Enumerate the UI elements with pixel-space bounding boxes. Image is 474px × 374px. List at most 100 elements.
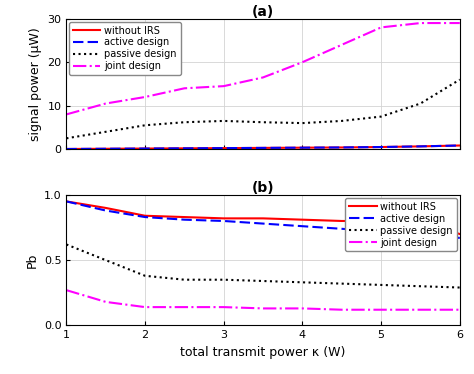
- without IRS: [142, 146, 148, 151]
- Y-axis label: signal power (μW): signal power (μW): [29, 27, 42, 141]
- active design: [457, 236, 463, 240]
- joint design: [142, 305, 148, 309]
- active design: [457, 143, 463, 148]
- without IRS: [300, 145, 305, 150]
- active design: [182, 217, 187, 222]
- joint design: [64, 288, 69, 292]
- Legend: without IRS, active design, passive design, joint design: without IRS, active design, passive desi…: [69, 22, 181, 75]
- joint design: [339, 307, 345, 312]
- without IRS: [221, 216, 227, 221]
- passive design: [64, 242, 69, 247]
- active design: [260, 145, 266, 150]
- passive design: [260, 279, 266, 283]
- Line: active design: active design: [66, 202, 460, 238]
- passive design: [418, 284, 423, 288]
- without IRS: [418, 220, 423, 224]
- Title: (b): (b): [252, 181, 274, 195]
- joint design: [300, 60, 305, 64]
- active design: [103, 147, 109, 151]
- active design: [64, 199, 69, 204]
- joint design: [221, 84, 227, 88]
- active design: [260, 221, 266, 226]
- passive design: [300, 121, 305, 125]
- passive design: [378, 283, 384, 287]
- active design: [182, 146, 187, 151]
- passive design: [182, 278, 187, 282]
- passive design: [182, 120, 187, 125]
- Line: without IRS: without IRS: [66, 202, 460, 234]
- without IRS: [182, 215, 187, 219]
- without IRS: [378, 145, 384, 149]
- without IRS: [457, 143, 463, 148]
- passive design: [378, 114, 384, 119]
- without IRS: [300, 217, 305, 222]
- active design: [418, 144, 423, 148]
- active design: [300, 145, 305, 150]
- Title: (a): (a): [252, 5, 274, 19]
- passive design: [103, 258, 109, 263]
- active design: [300, 224, 305, 229]
- without IRS: [221, 146, 227, 150]
- passive design: [221, 119, 227, 123]
- joint design: [182, 305, 187, 309]
- passive design: [64, 136, 69, 141]
- Line: without IRS: without IRS: [66, 145, 460, 149]
- joint design: [457, 21, 463, 25]
- passive design: [457, 285, 463, 290]
- joint design: [260, 75, 266, 80]
- passive design: [221, 278, 227, 282]
- active design: [221, 219, 227, 223]
- without IRS: [142, 214, 148, 218]
- without IRS: [260, 145, 266, 150]
- joint design: [418, 21, 423, 25]
- joint design: [378, 307, 384, 312]
- without IRS: [103, 206, 109, 210]
- active design: [142, 215, 148, 219]
- active design: [378, 229, 384, 234]
- joint design: [300, 306, 305, 311]
- active design: [339, 227, 345, 231]
- active design: [378, 145, 384, 149]
- Line: joint design: joint design: [66, 290, 460, 310]
- active design: [142, 146, 148, 151]
- without IRS: [103, 147, 109, 151]
- Y-axis label: Pb: Pb: [25, 252, 38, 268]
- passive design: [457, 77, 463, 82]
- Legend: without IRS, active design, passive design, joint design: without IRS, active design, passive desi…: [346, 198, 457, 251]
- without IRS: [339, 219, 345, 223]
- without IRS: [339, 145, 345, 150]
- without IRS: [418, 144, 423, 148]
- joint design: [182, 86, 187, 91]
- without IRS: [182, 146, 187, 151]
- without IRS: [378, 219, 384, 223]
- joint design: [103, 101, 109, 106]
- joint design: [103, 300, 109, 304]
- passive design: [339, 119, 345, 123]
- passive design: [103, 129, 109, 134]
- joint design: [64, 112, 69, 117]
- joint design: [339, 43, 345, 47]
- joint design: [260, 306, 266, 311]
- active design: [418, 232, 423, 236]
- active design: [339, 145, 345, 150]
- Line: passive design: passive design: [66, 245, 460, 288]
- passive design: [300, 280, 305, 285]
- passive design: [260, 120, 266, 125]
- joint design: [221, 305, 227, 309]
- X-axis label: total transmit power κ (W): total transmit power κ (W): [181, 346, 346, 359]
- Line: active design: active design: [66, 145, 460, 149]
- passive design: [339, 281, 345, 286]
- active design: [103, 208, 109, 213]
- joint design: [457, 307, 463, 312]
- passive design: [418, 101, 423, 106]
- without IRS: [64, 147, 69, 151]
- joint design: [378, 25, 384, 30]
- passive design: [142, 273, 148, 278]
- active design: [221, 146, 227, 150]
- passive design: [142, 123, 148, 128]
- joint design: [142, 95, 148, 99]
- active design: [64, 147, 69, 151]
- Line: passive design: passive design: [66, 80, 460, 138]
- Line: joint design: joint design: [66, 23, 460, 114]
- without IRS: [457, 232, 463, 236]
